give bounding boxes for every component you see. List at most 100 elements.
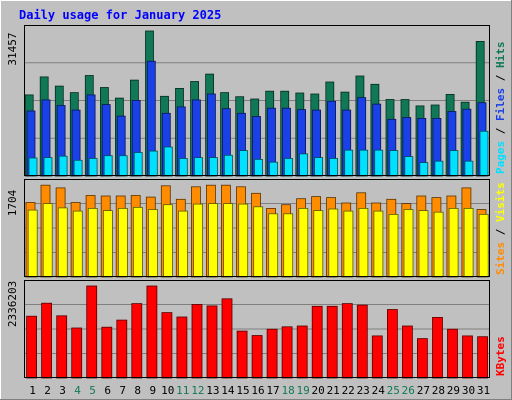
legend-label-sites: Sites — [494, 242, 507, 275]
bar-sites-day-18 — [283, 213, 294, 278]
bar-kbytes-day-16 — [251, 335, 263, 379]
bar-sites-day-4 — [72, 210, 83, 278]
bar-pages-day-2 — [43, 157, 53, 177]
legend-label-visits: Visits — [494, 182, 507, 222]
bar-sites-day-3 — [57, 207, 68, 278]
bar-pages-day-6 — [103, 155, 113, 177]
bar-sites-day-27 — [418, 210, 429, 278]
series-legend: Pages / Files / Hits — [494, 42, 507, 175]
bar-kbytes-day-14 — [221, 298, 233, 379]
bar-kbytes-day-31 — [477, 336, 489, 379]
bar-sites-day-29 — [448, 207, 459, 278]
bar-pages-day-11 — [178, 158, 188, 177]
bar-pages-day-29 — [449, 150, 459, 177]
bar-pages-day-3 — [58, 155, 68, 177]
bar-sites-day-1 — [27, 209, 38, 278]
bar-sites-day-9 — [148, 209, 158, 278]
x-tick-label-day-2: 2 — [44, 384, 51, 397]
legend-label-kbytes: KBytes — [494, 336, 507, 376]
bar-pages-day-14 — [223, 154, 233, 177]
bar-pages-day-30 — [464, 160, 474, 177]
bar-sites-day-13 — [208, 203, 219, 278]
bar-sites-day-21 — [328, 208, 339, 278]
bar-kbytes-day-19 — [296, 325, 308, 379]
x-tick-label-day-15: 15 — [236, 384, 249, 397]
x-tick-label-day-20: 20 — [311, 384, 324, 397]
legend-separator: / — [494, 68, 507, 88]
bar-sites-day-24 — [373, 210, 384, 278]
x-tick-label-day-16: 16 — [251, 384, 264, 397]
bar-kbytes-day-15 — [236, 330, 248, 379]
bar-sites-day-30 — [463, 207, 474, 278]
bar-pages-day-9 — [148, 150, 158, 177]
x-tick-label-day-19: 19 — [296, 384, 309, 397]
x-tick-label-day-21: 21 — [327, 384, 340, 397]
bar-sites-day-15 — [238, 203, 249, 278]
bar-kbytes-day-8 — [131, 303, 143, 379]
bar-pages-day-16 — [254, 158, 263, 177]
bar-kbytes-day-28 — [432, 316, 443, 379]
bar-sites-day-25 — [388, 213, 399, 278]
bar-pages-day-22 — [344, 149, 354, 177]
x-tick-label-day-1: 1 — [29, 384, 36, 397]
chart-title: Daily usage for January 2025 — [19, 8, 221, 22]
bar-kbytes-day-17 — [266, 328, 278, 379]
x-tick-label-day-28: 28 — [432, 384, 445, 397]
bar-sites-day-23 — [358, 207, 369, 278]
bar-kbytes-day-24 — [371, 335, 383, 379]
legend-separator: / — [494, 222, 507, 242]
bar-kbytes-day-4 — [71, 327, 83, 379]
bar-kbytes-day-30 — [462, 335, 473, 379]
panel-pages-files-hits: 31457 Pages / Files / Hits — [6, 25, 507, 177]
bar-sites-day-31 — [478, 213, 489, 278]
panel-visits-sites: 1704 Sites / Visits — [6, 179, 507, 278]
chart-panels: 31457 Pages / Files / Hits 1704 Sites / Vis… — [6, 25, 507, 397]
bar-sites-day-26 — [403, 209, 414, 278]
bar-kbytes-day-12 — [191, 303, 203, 379]
x-tick-label-day-29: 29 — [447, 384, 460, 397]
bar-sites-day-14 — [223, 203, 234, 278]
bar-kbytes-day-26 — [401, 325, 413, 379]
x-tick-label-day-27: 27 — [417, 384, 430, 397]
x-tick-label-day-8: 8 — [134, 384, 141, 397]
x-tick-label-day-18: 18 — [281, 384, 294, 397]
bar-sites-day-12 — [193, 203, 204, 278]
bar-sites-day-16 — [253, 206, 264, 278]
bar-pages-day-1 — [28, 157, 38, 177]
bar-pages-day-7 — [118, 155, 128, 177]
panel-kbytes: 2336203 KBytes — [6, 280, 507, 379]
bar-kbytes-day-23 — [356, 304, 368, 379]
bar-kbytes-day-21 — [326, 305, 338, 379]
plot-border — [24, 25, 490, 176]
x-tick-label-day-31: 31 — [477, 384, 490, 397]
bar-pages-day-20 — [314, 157, 324, 177]
y-max-label: 31457 — [6, 32, 19, 65]
x-tick-label-day-9: 9 — [149, 384, 156, 397]
legend-label-files: Files — [494, 88, 507, 121]
bar-kbytes-day-11 — [176, 316, 188, 379]
bar-sites-day-11 — [178, 210, 188, 278]
x-tick-label-day-5: 5 — [89, 384, 96, 397]
bar-kbytes-day-29 — [447, 328, 458, 379]
bar-pages-day-13 — [208, 157, 218, 177]
y-max-label: 1704 — [6, 189, 19, 216]
bar-sites-day-22 — [343, 210, 354, 278]
x-tick-label-day-6: 6 — [104, 384, 111, 397]
bar-kbytes-day-27 — [416, 338, 428, 379]
bar-pages-day-27 — [419, 162, 429, 177]
y-max-label: 2336203 — [6, 281, 19, 327]
legend-label-hits: Hits — [494, 42, 507, 69]
bar-pages-day-18 — [284, 158, 293, 177]
bar-pages-day-28 — [434, 160, 444, 177]
bar-pages-day-24 — [374, 149, 384, 177]
bar-sites-day-8 — [132, 206, 143, 278]
x-tick-label-day-7: 7 — [119, 384, 126, 397]
x-tick-label-day-12: 12 — [191, 384, 204, 397]
bar-pages-day-23 — [359, 149, 369, 177]
x-tick-label-day-14: 14 — [221, 384, 235, 397]
bar-sites-day-20 — [313, 210, 324, 278]
bar-kbytes-day-3 — [56, 315, 68, 379]
bar-pages-day-19 — [299, 153, 309, 177]
x-tick-label-day-13: 13 — [206, 384, 219, 397]
